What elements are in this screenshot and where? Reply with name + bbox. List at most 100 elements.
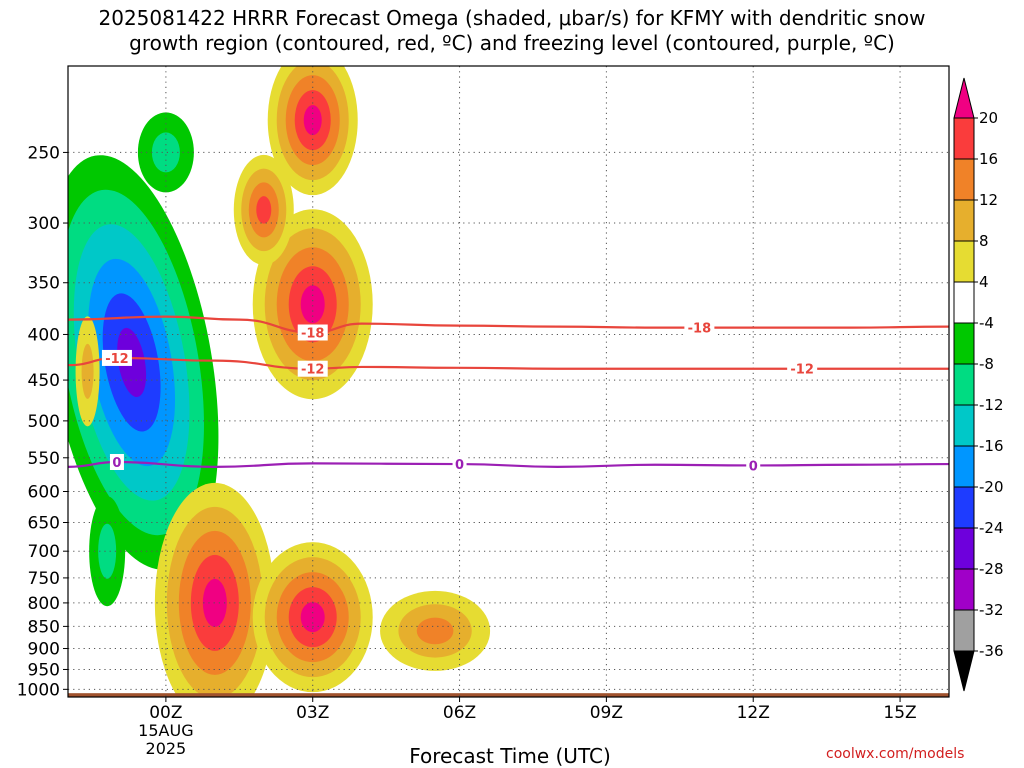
omega-cell-2 <box>137 112 194 193</box>
x-tick-sublabel: 2025 <box>146 739 187 758</box>
contour-label: -12 <box>790 363 814 378</box>
x-tick-label: 00Z <box>149 703 182 723</box>
colorbar-label: -4 <box>979 314 994 332</box>
contour-label: 0 <box>455 458 464 473</box>
y-tick-label: 650 <box>28 513 60 533</box>
x-tick-label: 06Z <box>443 703 476 723</box>
y-tick-label: 450 <box>28 371 60 391</box>
colorbar-label: 8 <box>979 232 989 250</box>
omega-cell-4 <box>252 209 373 400</box>
colorbar-label: 16 <box>979 150 998 168</box>
chart-title-line-1: 2025081422 HRRR Forecast Omega (shaded, … <box>98 6 926 30</box>
colorbar-bin <box>953 404 975 447</box>
omega-band <box>256 196 272 224</box>
y-axis-ticks: 250 300 350 400 450 500 550 600 650 700 750 800 850 9… <box>17 143 68 700</box>
colorbar-bin <box>953 486 975 529</box>
y-tick-label: 700 <box>28 542 60 562</box>
x-tick-label: 15Z <box>883 703 916 723</box>
contour-label: -18 <box>301 327 325 342</box>
y-tick-label: 950 <box>28 660 60 680</box>
colorbar-bin <box>953 199 975 242</box>
y-tick-label: 300 <box>28 214 60 234</box>
colorbar-label: 12 <box>979 191 998 209</box>
omega-band <box>300 602 325 633</box>
grid <box>68 66 949 697</box>
contour-label: -12 <box>301 363 325 378</box>
colorbar-label: -16 <box>979 437 1004 455</box>
omega-band <box>81 343 94 399</box>
plot-frame <box>67 65 950 698</box>
x-tick-sublabel: 15AUG <box>138 721 193 740</box>
y-tick-label: 550 <box>28 449 60 469</box>
colorbar-bin <box>953 609 975 652</box>
y-tick-label: 250 <box>28 143 60 163</box>
colorbar-label: -24 <box>979 519 1004 537</box>
omega-cell-3 <box>267 66 358 196</box>
y-tick-label: 600 <box>28 482 60 502</box>
colorbar-bottom-arrow <box>953 650 975 692</box>
omega-cell-9 <box>75 316 100 427</box>
x-axis-label: Forecast Time (UTC) <box>409 744 611 768</box>
colorbar-label: -12 <box>979 396 1004 414</box>
contour-line-2 <box>68 460 949 468</box>
omega-band <box>300 285 325 324</box>
contour-label-bg <box>684 319 715 336</box>
omega-cell-5 <box>154 482 275 697</box>
colorbar-top-arrow <box>953 77 975 119</box>
x-tick-label: 12Z <box>737 703 770 723</box>
colorbar-bin <box>953 445 975 488</box>
contour-label-bg <box>297 360 328 377</box>
colorbar-label: -20 <box>979 478 1004 496</box>
colorbar-bin <box>953 568 975 611</box>
omega-band <box>202 578 227 627</box>
omega-band <box>98 523 117 579</box>
watermark-link[interactable]: coolwx.com/models <box>826 746 965 762</box>
colorbar-bin <box>953 322 975 365</box>
colorbar: -36 -32 -28 -24 -20 -16 -12 -8 -4 4 8 12 16 20 <box>953 77 1004 692</box>
y-tick-label: 850 <box>28 617 60 637</box>
colorbar-bin <box>953 117 975 160</box>
contour-line-0 <box>68 315 949 334</box>
colorbar-bin <box>953 158 975 201</box>
contour-label-bg <box>452 456 467 473</box>
omega-cell-8 <box>233 154 294 265</box>
contour-label: -12 <box>105 352 129 367</box>
y-tick-label: 900 <box>28 640 60 660</box>
omega-cell-1 <box>89 496 126 607</box>
y-tick-label: 1000 <box>17 680 60 700</box>
colorbar-bin <box>953 281 975 324</box>
contour-label: 0 <box>749 459 758 474</box>
omega-band <box>151 132 180 173</box>
colorbar-label: -32 <box>979 601 1004 619</box>
colorbar-label: 20 <box>979 109 998 127</box>
ground-bar <box>68 693 949 697</box>
y-tick-label: 400 <box>28 325 60 345</box>
y-tick-label: 350 <box>28 274 60 294</box>
omega-cell-6 <box>252 542 373 693</box>
y-tick-label: 750 <box>28 569 60 589</box>
colorbar-label: -8 <box>979 355 994 373</box>
contour-label: 0 <box>112 456 121 471</box>
x-tick-label: 03Z <box>296 703 329 723</box>
chart-title-line-2: growth region (contoured, red, ºC) and f… <box>129 31 895 55</box>
contour-label-bg <box>297 324 328 341</box>
colorbar-bin <box>953 363 975 406</box>
colorbar-bin <box>953 527 975 570</box>
y-tick-label: 800 <box>28 594 60 614</box>
contour-labels: -18 -18 -12 -12 -12 0 0 0 <box>101 319 818 474</box>
contour-label-bg <box>746 457 761 474</box>
colorbar-bin <box>953 240 975 283</box>
omega-band <box>303 105 322 136</box>
colorbar-label: 4 <box>979 273 989 291</box>
omega-band <box>416 617 454 645</box>
x-tick-label: 09Z <box>590 703 623 723</box>
omega-cell-7 <box>380 590 491 671</box>
contour-label-bg <box>109 453 124 470</box>
y-tick-label: 500 <box>28 412 60 432</box>
colorbar-label: -28 <box>979 560 1004 578</box>
contour-label-bg <box>787 360 818 377</box>
contour-label-bg <box>101 349 132 366</box>
colorbar-label: -36 <box>979 642 1004 660</box>
